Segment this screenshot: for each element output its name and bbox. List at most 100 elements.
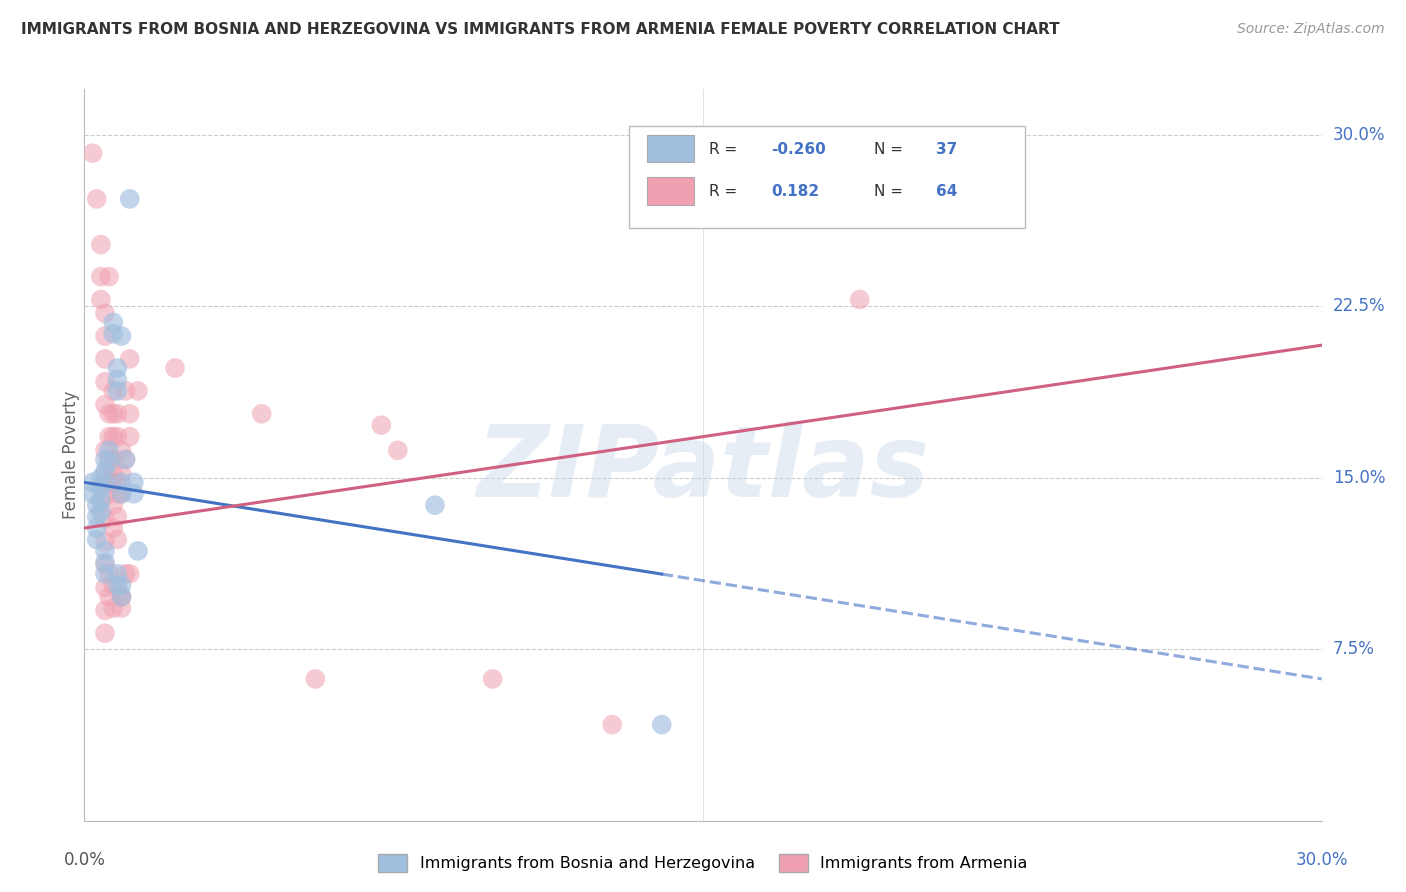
Text: 37: 37 — [935, 142, 957, 157]
Point — [105, 533, 128, 547]
Text: R =: R = — [709, 142, 742, 157]
Point — [250, 407, 273, 421]
Point — [110, 475, 132, 490]
Legend: Immigrants from Bosnia and Herzegovina, Immigrants from Armenia: Immigrants from Bosnia and Herzegovina, … — [371, 847, 1035, 879]
Point — [82, 146, 104, 161]
Point — [98, 429, 121, 443]
Point — [94, 306, 117, 320]
Point — [94, 466, 117, 480]
Point — [94, 558, 117, 572]
Point — [110, 601, 132, 615]
Point — [103, 315, 125, 329]
Point — [86, 509, 108, 524]
Point — [105, 407, 128, 421]
Point — [94, 544, 117, 558]
Point — [98, 269, 121, 284]
Point — [103, 326, 125, 341]
Point — [118, 407, 141, 421]
Point — [90, 269, 112, 284]
Point — [94, 351, 117, 366]
Point — [94, 534, 117, 549]
Point — [105, 487, 128, 501]
Point — [110, 487, 132, 501]
Point — [110, 590, 132, 604]
Point — [114, 384, 136, 398]
FancyBboxPatch shape — [628, 126, 1025, 228]
Point — [90, 237, 112, 252]
Point — [98, 452, 121, 467]
Text: -0.260: -0.260 — [770, 142, 825, 157]
Point — [90, 482, 112, 496]
Y-axis label: Female Poverty: Female Poverty — [62, 391, 80, 519]
Point — [110, 590, 132, 604]
Point — [105, 578, 128, 592]
Point — [82, 475, 104, 490]
Point — [82, 487, 104, 501]
Point — [105, 372, 128, 386]
Point — [105, 361, 128, 376]
Point — [98, 566, 121, 581]
Point — [105, 509, 128, 524]
Point — [103, 466, 125, 480]
Point — [110, 329, 132, 343]
Point — [98, 455, 121, 469]
Point — [86, 192, 108, 206]
Point — [110, 578, 132, 592]
Point — [103, 429, 125, 443]
Point — [94, 489, 117, 503]
Point — [127, 544, 149, 558]
Text: 0.0%: 0.0% — [63, 851, 105, 869]
Point — [94, 452, 117, 467]
Point — [86, 533, 108, 547]
Point — [103, 578, 125, 592]
Point — [90, 505, 112, 519]
Text: 7.5%: 7.5% — [1333, 640, 1375, 658]
Point — [94, 512, 117, 526]
Point — [94, 375, 117, 389]
Point — [304, 672, 326, 686]
Point — [98, 590, 121, 604]
Point — [165, 361, 187, 376]
Point — [110, 466, 132, 480]
Text: 0.182: 0.182 — [770, 184, 820, 199]
Text: N =: N = — [873, 142, 908, 157]
Point — [105, 475, 128, 490]
Text: 30.0%: 30.0% — [1295, 851, 1348, 869]
Point — [103, 475, 125, 490]
Point — [118, 566, 141, 581]
Point — [103, 384, 125, 398]
Point — [481, 672, 503, 686]
Point — [86, 498, 108, 512]
Text: 15.0%: 15.0% — [1333, 469, 1385, 487]
Point — [94, 475, 117, 490]
Point — [103, 521, 125, 535]
Text: R =: R = — [709, 184, 742, 199]
Text: Source: ZipAtlas.com: Source: ZipAtlas.com — [1237, 22, 1385, 37]
Point — [114, 452, 136, 467]
Point — [103, 452, 125, 467]
Point — [94, 603, 117, 617]
Text: IMMIGRANTS FROM BOSNIA AND HERZEGOVINA VS IMMIGRANTS FROM ARMENIA FEMALE POVERTY: IMMIGRANTS FROM BOSNIA AND HERZEGOVINA V… — [21, 22, 1060, 37]
Point — [90, 293, 112, 307]
Point — [105, 566, 128, 581]
Point — [103, 498, 125, 512]
Text: 30.0%: 30.0% — [1333, 126, 1385, 144]
Point — [103, 601, 125, 615]
Point — [94, 398, 117, 412]
Point — [118, 351, 141, 366]
Point — [127, 384, 149, 398]
Text: 64: 64 — [935, 184, 957, 199]
Text: 22.5%: 22.5% — [1333, 297, 1385, 316]
Point — [98, 407, 121, 421]
Point — [387, 443, 409, 458]
Point — [94, 464, 117, 478]
Point — [94, 329, 117, 343]
Point — [94, 581, 117, 595]
Point — [98, 443, 121, 458]
Point — [90, 493, 112, 508]
Point — [118, 192, 141, 206]
Point — [90, 471, 112, 485]
Point — [651, 717, 673, 731]
Point — [105, 429, 128, 443]
Point — [848, 293, 870, 307]
